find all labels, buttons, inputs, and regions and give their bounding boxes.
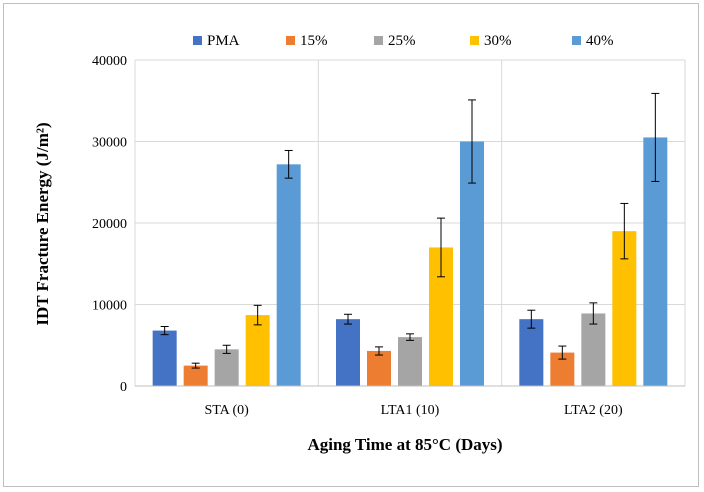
error-bars [160,92,660,369]
bar [398,337,422,386]
y-tick-label: 30000 [92,136,127,151]
legend-swatch [374,36,383,45]
bar [336,319,360,386]
x-axis-title: Aging Time at 85°C (Days) [307,435,502,454]
bar [245,315,270,386]
bar-series [152,137,668,386]
bar [581,313,606,386]
bar [152,330,177,386]
bar [214,349,239,386]
legend-label: PMA [207,33,240,49]
bar [367,350,391,386]
legend-label: 25% [388,33,416,49]
legend-label: 30% [484,33,512,49]
bar [276,164,301,386]
y-tick-label: 40000 [92,54,127,69]
y-tick-label: 0 [120,380,127,395]
y-axis-title: IDT Fracture Energy (J/m²) [33,122,52,325]
legend-swatch [286,36,295,45]
legend: PMA 15% 25% 30% 40% [193,33,614,49]
bar [183,365,208,386]
legend-swatch [193,36,202,45]
axes: 0 10000 20000 30000 40000 STA (0) LTA1 (10) LTA… [92,54,685,418]
legend-label: 40% [586,33,614,49]
x-tick-label: LTA1 (10) [381,403,440,418]
x-tick-label: STA (0) [204,403,249,418]
x-tick-label: LTA2 (20) [564,403,623,418]
legend-swatch [572,36,581,45]
y-tick-label: 10000 [92,299,127,314]
legend-label: 15% [300,33,328,49]
chart-frame [3,3,699,487]
y-tick-label: 20000 [92,217,127,232]
bar [519,319,544,386]
legend-swatch [470,36,479,45]
